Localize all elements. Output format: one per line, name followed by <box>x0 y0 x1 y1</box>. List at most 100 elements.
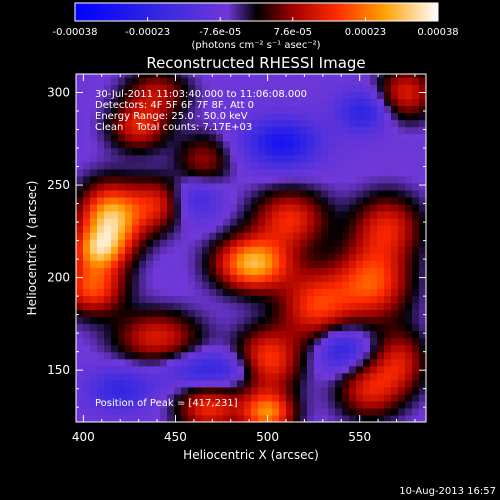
heatmap-cell <box>132 246 140 254</box>
heatmap-cell <box>160 77 168 85</box>
heatmap-cell <box>160 274 168 282</box>
heatmap-cell <box>307 189 315 198</box>
heatmap-cell <box>328 133 336 142</box>
heatmap-cell <box>286 133 294 142</box>
heatmap-cell <box>328 77 336 85</box>
heatmap-cell <box>174 323 182 332</box>
heatmap-cell <box>349 232 357 240</box>
heatmap-cell <box>202 365 210 374</box>
heatmap-cell <box>202 407 210 416</box>
heatmap-cell <box>97 218 105 226</box>
heatmap-cell <box>335 112 343 121</box>
heatmap-cell <box>160 168 168 177</box>
heatmap-cell <box>384 77 392 85</box>
heatmap-cell <box>188 372 196 381</box>
heatmap-cell <box>258 386 266 395</box>
heatmap-cell <box>349 140 357 149</box>
heatmap-cell <box>132 161 140 170</box>
heatmap-cell <box>258 74 266 78</box>
heatmap-cell <box>384 302 392 311</box>
heatmap-cell <box>363 112 371 121</box>
heatmap-cell <box>188 91 196 100</box>
heatmap-cell <box>356 210 364 219</box>
heatmap-cell <box>335 196 343 205</box>
heatmap-cell <box>293 288 301 296</box>
heatmap-cell <box>363 74 371 78</box>
heatmap-cell <box>251 344 259 353</box>
heatmap-cell <box>188 253 196 261</box>
heatmap-cell <box>384 140 392 149</box>
heatmap-cell <box>174 77 182 85</box>
heatmap-cell <box>370 414 378 422</box>
heatmap-cell <box>349 189 357 198</box>
heatmap-cell <box>118 316 126 325</box>
heatmap-cell <box>76 140 84 149</box>
heatmap-cell <box>272 323 280 332</box>
heatmap-cell <box>104 316 112 325</box>
heatmap-cell <box>118 260 126 268</box>
heatmap-cell <box>419 407 426 416</box>
heatmap-cell <box>384 323 392 332</box>
heatmap-cell <box>195 239 203 247</box>
heatmap-cell <box>405 267 413 275</box>
heatmap-cell <box>76 288 84 296</box>
heatmap-cell <box>384 126 392 135</box>
heatmap-cell <box>279 168 287 177</box>
heatmap-cell <box>132 302 140 311</box>
heatmap-cell <box>167 260 175 268</box>
heatmap-cell <box>349 372 357 381</box>
heatmap-cell <box>293 344 301 353</box>
heatmap-cell <box>174 126 182 135</box>
heatmap-cell <box>181 323 189 332</box>
heatmap-cell <box>139 175 147 184</box>
heatmap-cell <box>118 168 126 177</box>
heatmap-cell <box>181 260 189 268</box>
heatmap-cell <box>216 330 224 339</box>
heatmap-cell <box>209 112 217 121</box>
heatmap-cell <box>426 274 434 282</box>
heatmap-cell <box>181 196 189 205</box>
heatmap-cell <box>202 225 210 233</box>
heatmap-cell <box>349 98 357 107</box>
heatmap-cell <box>90 386 98 395</box>
heatmap-cell <box>125 91 133 100</box>
heatmap-cell <box>97 379 105 388</box>
heatmap-cell <box>426 401 434 409</box>
heatmap-cell <box>160 288 168 296</box>
heatmap-cell <box>90 414 98 422</box>
heatmap-cell <box>258 288 266 296</box>
heatmap-cell <box>188 302 196 311</box>
heatmap-cell <box>167 407 175 416</box>
heatmap-cell <box>146 407 154 416</box>
heatmap-cell <box>356 168 364 177</box>
heatmap-cell <box>398 239 406 247</box>
heatmap-cell <box>76 225 84 233</box>
heatmap-cell <box>405 330 413 339</box>
heatmap-cell <box>125 74 133 78</box>
heatmap-cell <box>314 105 322 114</box>
heatmap-cell <box>118 281 126 289</box>
heatmap-cell <box>202 379 210 388</box>
heatmap-cell <box>111 365 119 374</box>
heatmap-cell <box>342 232 350 240</box>
heatmap-cell <box>377 203 385 212</box>
heatmap-cell <box>146 253 154 261</box>
heatmap-cell <box>272 344 280 353</box>
heatmap-cell <box>328 288 336 296</box>
heatmap-cell <box>314 365 322 374</box>
heatmap-cell <box>111 253 119 261</box>
heatmap-cell <box>230 372 238 381</box>
heatmap-cell <box>293 112 301 121</box>
heatmap-cell <box>83 330 91 339</box>
heatmap-cell <box>258 161 266 170</box>
heatmap-cell <box>188 98 196 107</box>
heatmap-cell <box>342 91 350 100</box>
heatmap-cell <box>363 133 371 142</box>
heatmap-cell <box>111 330 119 339</box>
heatmap-cell <box>97 267 105 275</box>
heatmap-cell <box>384 196 392 205</box>
heatmap-cell <box>398 218 406 226</box>
heatmap-cell <box>167 337 175 346</box>
heatmap-cell <box>377 260 385 268</box>
